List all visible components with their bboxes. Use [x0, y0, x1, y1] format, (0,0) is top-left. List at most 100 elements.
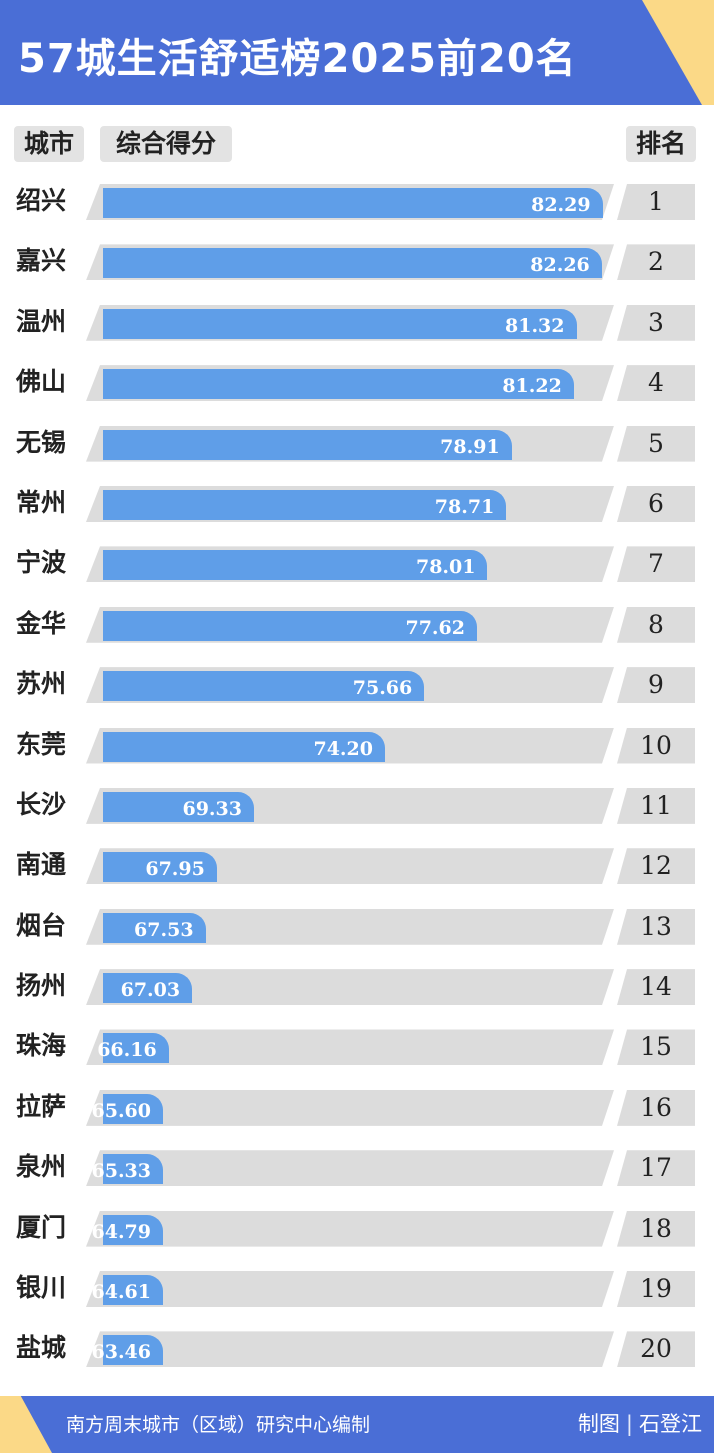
rank-label: 16: [617, 1089, 695, 1126]
score-label: 78.91: [440, 435, 500, 458]
score-bar: [103, 1093, 163, 1124]
city-label: 绍兴: [16, 186, 67, 215]
credit: 制图 | 石登江: [578, 1408, 702, 1438]
rank-label: 12: [617, 848, 695, 885]
bar-track: [86, 1271, 614, 1307]
score-label: 81.32: [505, 314, 565, 337]
chart-row: 南通 67.95 12: [0, 844, 714, 904]
score-label: 63.46: [91, 1341, 152, 1364]
chart-row: 银川 64.61 19: [0, 1267, 714, 1327]
rank-label: 14: [617, 969, 695, 1006]
credit-name: 石登江: [639, 1412, 702, 1436]
score-bar: [103, 1214, 163, 1245]
score-bar: [103, 912, 206, 943]
city-label: 拉萨: [16, 1091, 67, 1121]
chart-row: 烟台 67.53 13: [0, 905, 714, 965]
rank-label: 17: [617, 1150, 695, 1187]
score-label: 78.01: [415, 556, 476, 579]
header-accent: [642, 0, 714, 105]
chart-row: 珠海 66.16 15: [0, 1025, 714, 1085]
page-title: 57城生活舒适榜2025前20名: [18, 36, 577, 82]
rank-label: 13: [617, 908, 695, 945]
city-label: 苏州: [16, 669, 67, 699]
source-note: 南方周末城市（区域）研究中心编制: [66, 1414, 371, 1436]
score-bar: [103, 550, 488, 581]
score-bar: [103, 1275, 163, 1306]
score-label: 75.66: [352, 677, 413, 700]
score-bar: [103, 188, 603, 218]
rank-label: 19: [617, 1271, 695, 1308]
score-label: 67.03: [120, 979, 181, 1002]
chart-row: 东莞 74.20 10: [0, 724, 714, 784]
score-bar: [103, 429, 512, 460]
city-label: 东莞: [16, 729, 67, 759]
city-label: 厦门: [16, 1212, 67, 1242]
column-header-rank: 排名: [626, 126, 696, 162]
score-label: 77.62: [405, 616, 465, 639]
column-header-score: 综合得分: [100, 126, 232, 162]
city-label: 珠海: [16, 1031, 67, 1061]
credit-separator: |: [625, 1412, 633, 1436]
rank-label: 18: [617, 1210, 695, 1247]
score-label: 74.20: [313, 737, 373, 760]
city-label: 南通: [16, 850, 67, 880]
header-banner: 57城生活舒适榜2025前20名: [0, 0, 714, 105]
rank-label: 6: [617, 485, 695, 522]
chart-row: 泉州 65.33 17: [0, 1146, 714, 1206]
chart-row: 温州 81.32 3: [0, 301, 714, 361]
bar-track: [86, 1150, 614, 1186]
rank-label: 9: [617, 667, 695, 704]
score-bar: [103, 1154, 163, 1185]
footer-banner: 南方周末城市（区域）研究中心编制 制图 | 石登江: [0, 1396, 714, 1453]
rank-label: 3: [617, 304, 695, 341]
rank-label: 20: [617, 1331, 695, 1368]
score-label: 82.29: [531, 194, 591, 216]
city-label: 盐城: [16, 1333, 67, 1363]
score-bar: [103, 248, 602, 279]
score-label: 66.16: [97, 1039, 157, 1062]
score-bar: [103, 852, 217, 883]
score-bar: [103, 671, 425, 702]
rank-label: 5: [617, 425, 695, 462]
score-bar: [103, 973, 193, 1004]
score-label: 82.26: [530, 254, 590, 277]
chart-row: 佛山 81.22 4: [0, 361, 714, 421]
score-label: 67.95: [145, 858, 205, 881]
chart-row: 盐城 63.46 20: [0, 1327, 714, 1387]
rank-label: 8: [617, 606, 695, 643]
score-label: 65.60: [91, 1099, 152, 1122]
chart-row: 厦门 64.79 18: [0, 1207, 714, 1267]
score-bar: [103, 1335, 163, 1366]
city-label: 常州: [16, 487, 67, 517]
score-bar: [103, 369, 574, 400]
score-label: 65.33: [91, 1160, 152, 1183]
score-bar: [103, 308, 577, 339]
chart-row: 金华 77.62 8: [0, 603, 714, 663]
rank-label: 11: [617, 787, 695, 824]
score-label: 69.33: [182, 797, 242, 820]
chart-row: 嘉兴 82.26 2: [0, 240, 714, 300]
chart-row: 长沙 69.33 11: [0, 784, 714, 844]
bar-track: [86, 1090, 614, 1126]
chart-row: 宁波 78.01 7: [0, 542, 714, 602]
rank-label: 2: [617, 244, 695, 281]
city-label: 佛山: [16, 367, 67, 397]
city-label: 宁波: [16, 548, 67, 578]
score-bar: [103, 489, 507, 520]
city-label: 无锡: [16, 427, 67, 457]
chart-row: 绍兴 82.29 1: [0, 180, 714, 240]
chart-row: 苏州 75.66 9: [0, 663, 714, 723]
score-label: 64.79: [91, 1220, 152, 1243]
chart-row: 无锡 78.91 5: [0, 422, 714, 482]
score-bar: [103, 1033, 169, 1064]
footer-accent: [0, 1396, 52, 1453]
city-label: 银川: [16, 1273, 67, 1303]
chart-row: 常州 78.71 6: [0, 482, 714, 542]
rank-label: 1: [617, 184, 695, 220]
chart-row: 扬州 67.03 14: [0, 965, 714, 1025]
chart-row: 拉萨 65.60 16: [0, 1086, 714, 1146]
score-label: 78.71: [434, 495, 495, 518]
score-bar: [103, 610, 477, 641]
score-label: 67.53: [134, 918, 194, 941]
bar-track: [86, 1029, 614, 1065]
